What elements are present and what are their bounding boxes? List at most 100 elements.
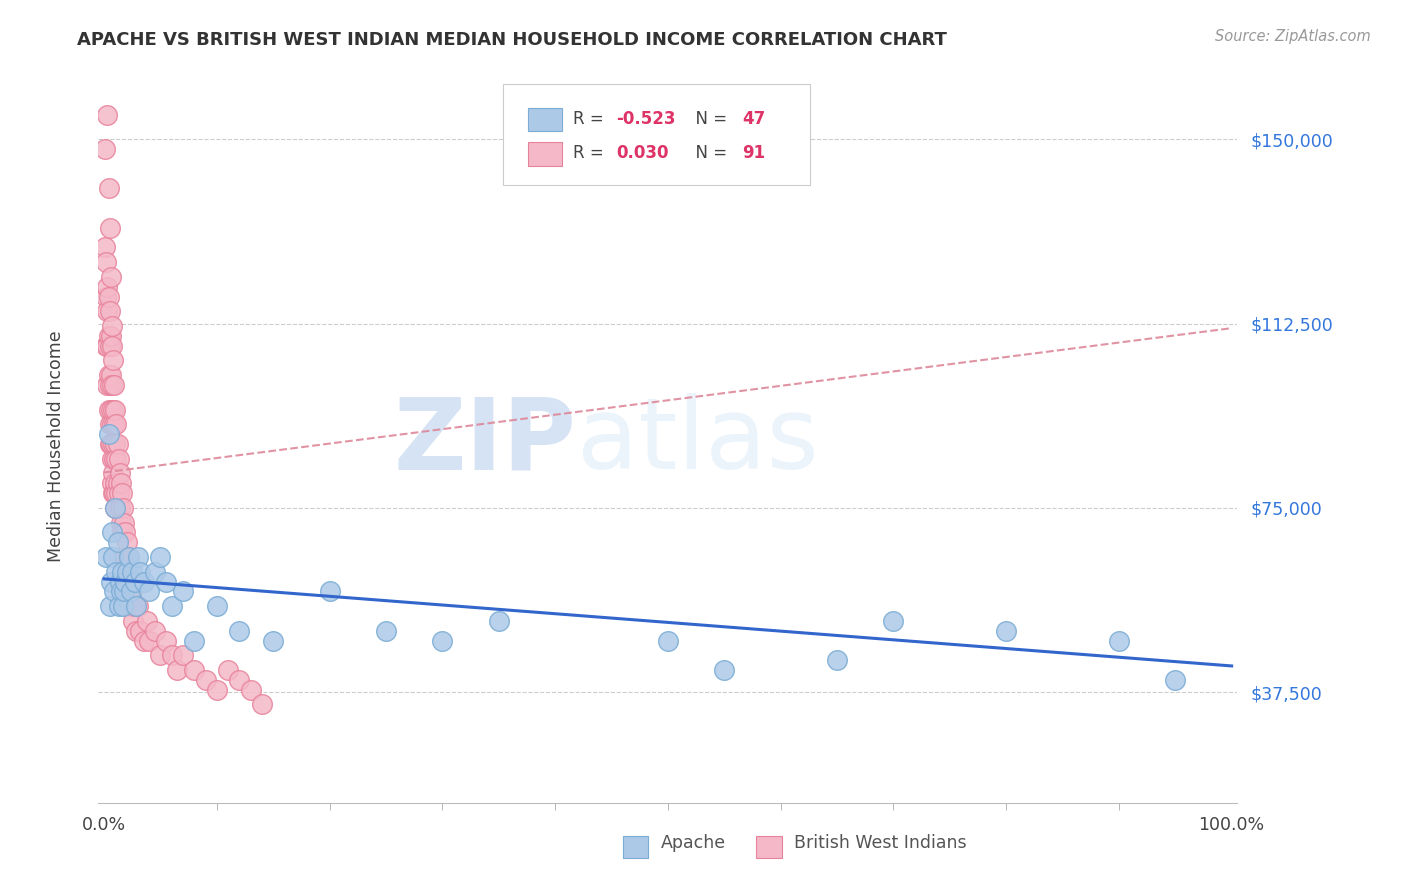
Point xyxy=(101,319,124,334)
Point xyxy=(100,402,122,417)
Point xyxy=(105,565,128,579)
Point xyxy=(103,584,125,599)
Point xyxy=(135,614,157,628)
Point xyxy=(121,565,143,579)
Point xyxy=(101,339,124,353)
Point xyxy=(825,653,848,667)
Point xyxy=(149,549,172,564)
Point xyxy=(96,108,118,122)
Point xyxy=(97,402,120,417)
Point xyxy=(108,467,131,481)
Point xyxy=(101,437,124,451)
Point xyxy=(1164,673,1187,687)
Point xyxy=(94,240,117,254)
Point xyxy=(217,663,239,677)
Point xyxy=(127,599,149,614)
Point xyxy=(160,648,183,663)
Point xyxy=(111,486,134,500)
Point xyxy=(107,476,129,491)
Point xyxy=(112,549,135,564)
Point xyxy=(124,599,146,614)
Point xyxy=(138,633,160,648)
Point xyxy=(100,329,122,343)
Text: 91: 91 xyxy=(742,145,765,162)
Point xyxy=(132,574,155,589)
Point xyxy=(104,437,127,451)
Point xyxy=(129,565,152,579)
Point xyxy=(103,451,125,466)
Point xyxy=(96,549,118,564)
Point xyxy=(488,614,510,628)
Point xyxy=(205,682,228,697)
Point xyxy=(96,44,118,58)
Point xyxy=(104,500,127,515)
Point xyxy=(98,417,121,432)
Point xyxy=(183,663,205,677)
Point xyxy=(228,624,250,638)
Point xyxy=(100,574,122,589)
Point xyxy=(108,500,131,515)
Point xyxy=(107,599,129,614)
Text: R =: R = xyxy=(574,110,609,128)
Point xyxy=(104,500,127,515)
Point xyxy=(115,565,138,579)
Point xyxy=(155,633,177,648)
Point xyxy=(96,339,118,353)
Point xyxy=(127,549,149,564)
Point xyxy=(114,574,136,589)
Point xyxy=(98,339,121,353)
Point xyxy=(120,599,142,614)
Point xyxy=(96,304,118,318)
Point xyxy=(375,624,398,638)
Point xyxy=(115,535,138,549)
Point xyxy=(110,516,132,530)
Point xyxy=(96,378,118,392)
Point xyxy=(194,673,217,687)
Point xyxy=(104,476,127,491)
Text: British West Indians: British West Indians xyxy=(794,834,967,852)
Point xyxy=(101,549,124,564)
Point xyxy=(97,329,120,343)
Point xyxy=(166,663,188,677)
Point xyxy=(101,525,124,540)
Text: -0.523: -0.523 xyxy=(617,110,676,128)
Point xyxy=(105,451,128,466)
Point xyxy=(122,614,145,628)
Point xyxy=(155,574,177,589)
Point xyxy=(100,368,122,383)
Point xyxy=(239,682,262,697)
Point xyxy=(657,633,679,648)
Point xyxy=(1108,633,1130,648)
Point xyxy=(96,289,118,303)
Point xyxy=(96,255,118,269)
Point xyxy=(100,437,122,451)
Point xyxy=(205,599,228,614)
Point xyxy=(103,417,125,432)
Point xyxy=(110,476,132,491)
Point xyxy=(115,565,138,579)
Point xyxy=(94,142,117,156)
Point xyxy=(98,220,121,235)
Point xyxy=(98,304,121,318)
Point xyxy=(107,451,129,466)
Point xyxy=(118,565,141,579)
Point xyxy=(110,584,132,599)
Point xyxy=(995,624,1018,638)
Point xyxy=(105,417,128,432)
Point xyxy=(124,574,146,589)
Point xyxy=(111,565,134,579)
Point xyxy=(101,476,124,491)
Point xyxy=(124,624,146,638)
Point xyxy=(107,535,129,549)
Point xyxy=(111,525,134,540)
Text: 0.030: 0.030 xyxy=(617,145,669,162)
Text: 47: 47 xyxy=(742,110,765,128)
Point xyxy=(160,599,183,614)
Point xyxy=(112,599,135,614)
Point xyxy=(107,437,129,451)
Point xyxy=(101,451,124,466)
Point xyxy=(101,486,124,500)
Point xyxy=(101,378,124,392)
Point xyxy=(104,402,127,417)
Text: R =: R = xyxy=(574,145,609,162)
